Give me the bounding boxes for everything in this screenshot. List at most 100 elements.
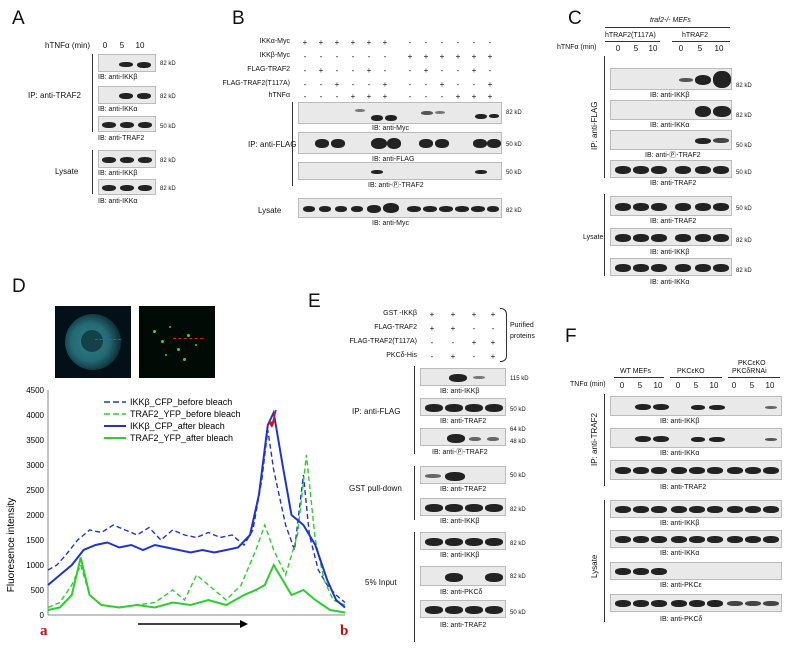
blot-label: IB: anti-IKKβ — [650, 249, 690, 256]
timepoint: 5 — [637, 381, 643, 390]
blot-label: IB: anti-IKKα — [660, 550, 700, 557]
western-blot — [420, 368, 506, 386]
mw-marker: 82 kD — [506, 110, 522, 116]
panel-label-c: C — [568, 8, 582, 29]
sign-cell: - — [488, 38, 492, 47]
sign-cell: - — [456, 38, 460, 47]
panel-label-e: E — [308, 291, 321, 312]
bracket — [604, 56, 605, 178]
sign-cell: + — [407, 52, 413, 61]
cell-line-title: traf2-/- MEFs — [650, 17, 691, 24]
blot-label: IB: anti-FLAG — [372, 156, 415, 163]
western-blot — [298, 102, 502, 124]
group-label: PKCεKO — [677, 368, 705, 375]
row-label: hTNFα — [268, 92, 290, 99]
peak-arrow-head — [268, 421, 275, 428]
western-blot — [98, 54, 156, 72]
sign-cell: + — [471, 92, 477, 101]
sign-cell: - — [383, 52, 387, 61]
sign-cell: - — [456, 66, 460, 75]
sign-cell: - — [424, 80, 428, 89]
y-tick-label: 2500 — [26, 486, 44, 495]
western-blot — [610, 500, 782, 518]
timepoint: 5 — [633, 44, 639, 53]
timepoint: 10 — [765, 381, 775, 390]
y-tick-label: 4500 — [26, 386, 44, 395]
sign-cell: - — [335, 92, 339, 101]
divider — [605, 41, 660, 42]
intensity-trace — [47, 454, 346, 609]
row-label: FLAG-TRAF2(T117A) — [349, 338, 417, 345]
western-blot — [610, 100, 732, 120]
y-tick-label: 500 — [31, 586, 45, 595]
western-blot — [610, 196, 732, 216]
sign-cell: + — [450, 352, 456, 361]
blot-label: IB: anti-IKKα — [98, 198, 138, 205]
end-label: b — [340, 623, 348, 639]
blot-label: IB: anti-IKKα — [650, 279, 690, 286]
y-tick-label: 0 — [40, 611, 45, 620]
sign-cell: + — [439, 80, 445, 89]
mw-marker: 82 kD — [160, 158, 176, 164]
sign-cell: + — [487, 80, 493, 89]
western-blot — [298, 132, 502, 154]
blot-label: IB: anti-Ⓟ-TRAF2 — [432, 449, 488, 456]
mw-marker: 115 kD — [510, 376, 529, 382]
sign-cell: - — [351, 52, 355, 61]
blot-label: IB: anti-IKKβ — [98, 74, 138, 81]
row-label: IKKα-Myc — [259, 38, 291, 45]
mw-marker: 50 kD — [510, 610, 526, 616]
lysate-label: Lysate — [583, 234, 604, 241]
sign-cell: - — [408, 80, 412, 89]
sign-cell: - — [440, 92, 444, 101]
fluorescence-line-chart: Fluoresence intensity 0 500 1000 1500 2000 25… — [6, 386, 348, 639]
sign-cell: - — [335, 52, 339, 61]
timepoint: 5 — [749, 381, 755, 390]
sign-cell: - — [319, 80, 323, 89]
divider — [670, 377, 722, 378]
western-blot — [610, 428, 782, 448]
y-axis-label: Fluoresence intensity — [6, 498, 17, 593]
mw-marker: 50 kD — [736, 143, 752, 149]
western-blot — [610, 396, 782, 416]
mw-marker: 50 kD — [736, 170, 752, 176]
start-label: a — [40, 623, 48, 639]
row-label: GST -IKKβ — [383, 310, 417, 317]
panel-label-a: A — [12, 8, 25, 29]
western-blot — [420, 566, 506, 586]
mw-marker: 50 kD — [510, 473, 526, 479]
sign-cell: - — [367, 80, 371, 89]
western-blot — [610, 68, 732, 90]
western-blot — [298, 162, 502, 180]
microscopy-image-before — [55, 306, 131, 378]
mw-marker: 50 kD — [736, 206, 752, 212]
sign-cell: - — [303, 52, 307, 61]
sign-cell: - — [408, 66, 412, 75]
western-blot — [420, 428, 506, 446]
sign-cell: + — [429, 310, 435, 319]
western-blot — [98, 150, 156, 168]
mw-marker: 82 kD — [736, 83, 752, 89]
western-blot — [420, 466, 506, 484]
divider — [605, 27, 730, 28]
sign-cell: + — [450, 324, 456, 333]
ip-label: IP: anti-FLAG — [352, 407, 401, 416]
sign-cell: - — [430, 338, 434, 347]
ip-label: IP: anti-FLAG — [590, 101, 599, 150]
sign-cell: + — [450, 310, 456, 319]
divider — [728, 377, 780, 378]
sign-cell: + — [471, 338, 477, 347]
timepoint: 0 — [678, 44, 684, 53]
sign-cell: + — [455, 92, 461, 101]
sign-cell: + — [487, 92, 493, 101]
blot-label: IB: anti-IKKβ — [98, 170, 138, 177]
timepoint: 0 — [102, 41, 108, 50]
gst-label: GST pull-down — [349, 484, 402, 493]
western-blot — [610, 258, 732, 276]
sign-cell: - — [408, 92, 412, 101]
mw-marker: 48 kD — [510, 439, 526, 445]
timepoint: 10 — [714, 44, 724, 53]
sign-cell: - — [335, 66, 339, 75]
sign-cell: - — [456, 80, 460, 89]
mw-marker: 50 kD — [510, 407, 526, 413]
